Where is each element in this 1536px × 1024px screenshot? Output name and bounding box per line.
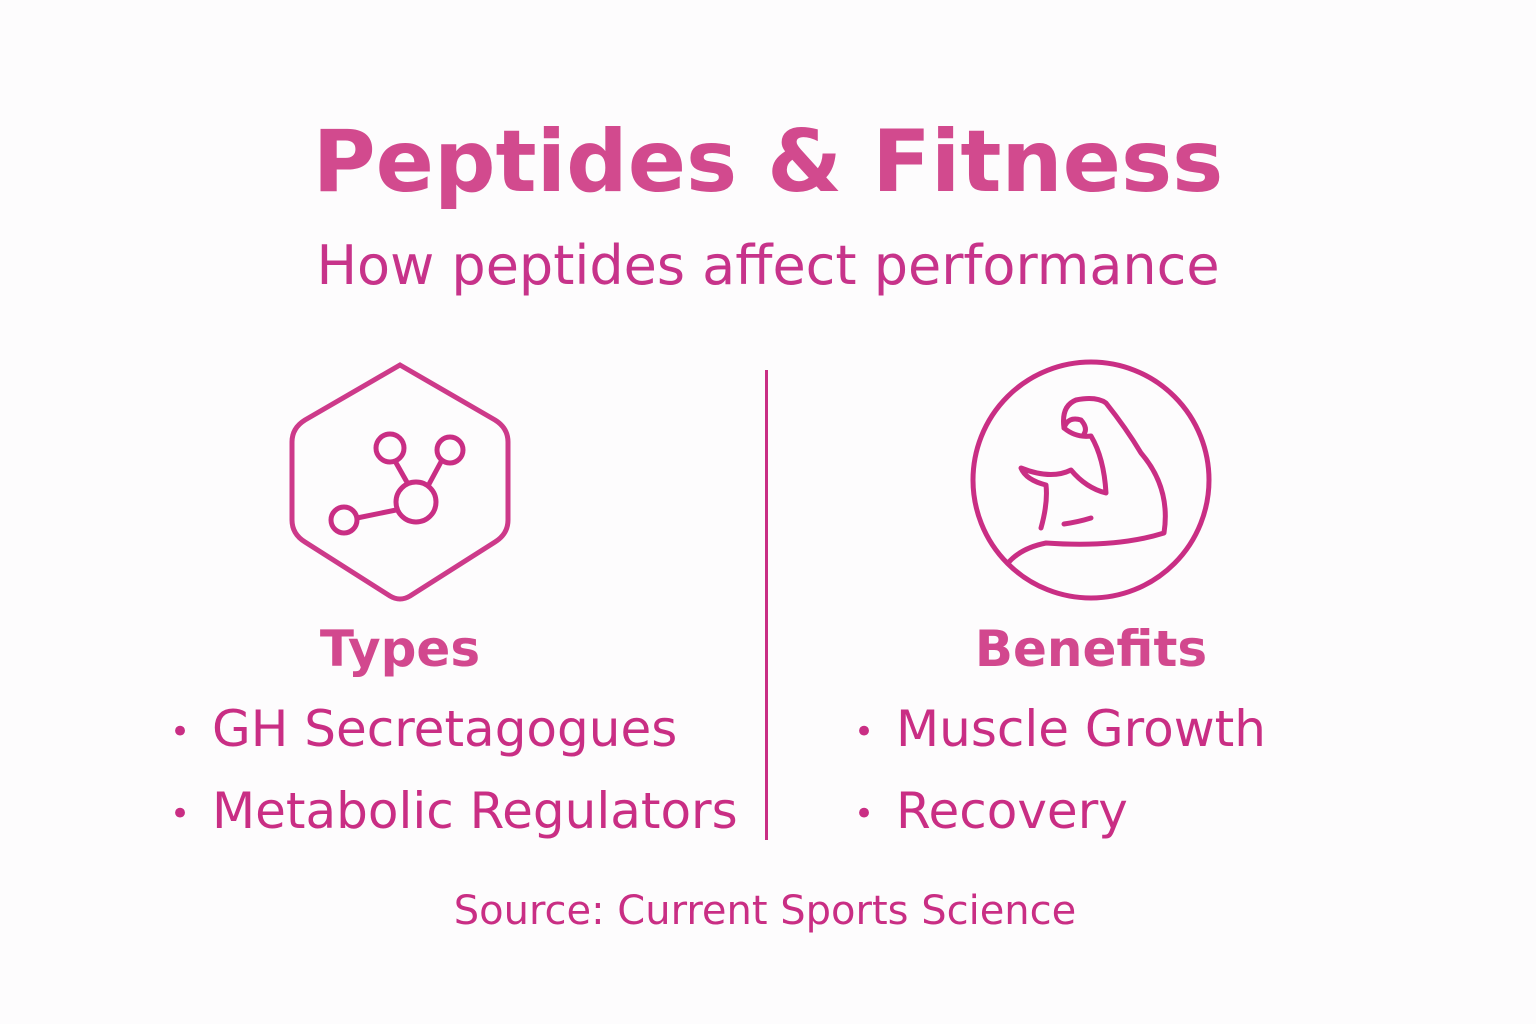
source-note: Source: Current Sports Science [453,888,1077,934]
molecule-icon [289,362,511,602]
list-item: GH Secretagogues [170,700,677,758]
muscle-icon [970,359,1212,601]
divider [765,370,768,840]
list-item: Recovery [854,782,1128,840]
column-heading: Benefits [974,620,1208,678]
list-item: Muscle Growth [854,700,1266,758]
title: Peptides & Fitness [312,112,1224,212]
subtitle: How peptides affect performance [316,234,1220,297]
list-item: Metabolic Regulators [170,782,738,840]
column-heading: Types [319,620,481,678]
